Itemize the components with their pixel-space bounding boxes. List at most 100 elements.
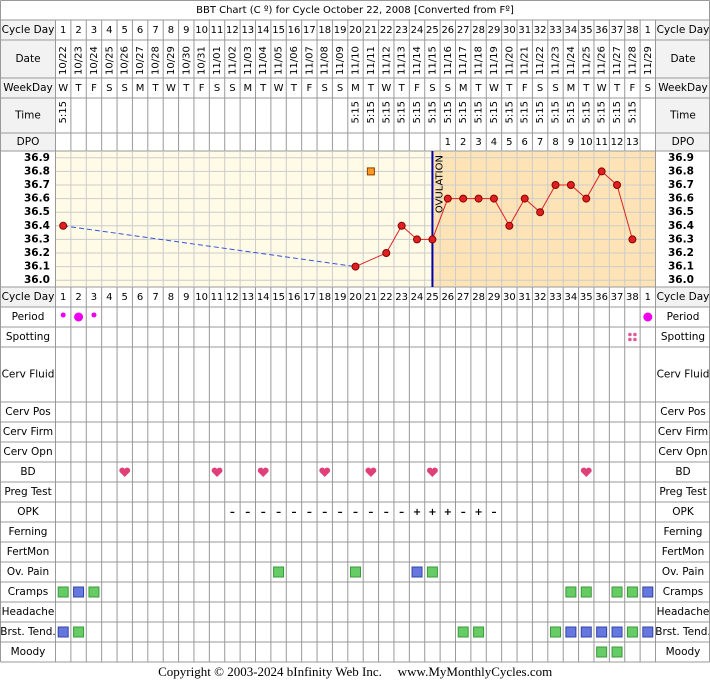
cd-label: 27 <box>457 25 470 36</box>
site-link: www.MyMonthlyCycles.com <box>398 664 552 679</box>
wd-label: F <box>199 83 205 94</box>
row-label: Spotting <box>661 331 705 343</box>
heart <box>211 467 223 477</box>
opk-mark: – <box>384 507 389 518</box>
cd-label: 30 <box>503 25 516 36</box>
temp-point <box>382 249 391 257</box>
date-label: 11/10 <box>351 46 362 75</box>
time-label: 5:15 <box>566 101 577 123</box>
time-label: 5:15 <box>381 101 392 123</box>
temp-point <box>582 194 591 203</box>
wd-label: M <box>567 83 576 94</box>
symptom-square <box>565 586 577 598</box>
wd-label: M <box>351 83 360 94</box>
row-label: Ov. Pain <box>7 566 49 578</box>
row-label: BD <box>675 466 690 478</box>
row-label: OPK <box>672 506 695 518</box>
dpo-label: 3 <box>475 137 481 148</box>
label-cell <box>0 133 56 151</box>
y-tick-label: 36.3 <box>668 233 694 245</box>
row-label: DPO <box>672 136 695 148</box>
y-tick-label: 36.2 <box>668 247 694 259</box>
temp-line <box>431 198 449 240</box>
row-label: BD <box>20 466 35 478</box>
cycle-day-label: 28 <box>472 292 485 303</box>
row-label: FertMon <box>7 546 50 558</box>
time-label: 5:15 <box>581 101 592 123</box>
temp-point <box>489 194 498 203</box>
cycle-day-label: 6 <box>137 292 143 303</box>
symptom-square <box>611 626 623 638</box>
y-tick-label: 36.4 <box>668 220 694 232</box>
symptom-square <box>57 626 69 638</box>
temp-line <box>585 171 603 199</box>
date-label: 10/28 <box>151 46 162 75</box>
time-label: 5:15 <box>612 101 623 123</box>
label-cell <box>0 78 56 98</box>
period-dot <box>60 312 66 318</box>
symptom-square <box>473 626 485 638</box>
wd-label: T <box>290 83 298 94</box>
wd-label: T <box>259 83 267 94</box>
cycle-day-label: 15 <box>272 292 285 303</box>
symptom-square <box>426 566 438 578</box>
spot-dot <box>628 332 632 337</box>
label-cell <box>0 20 56 40</box>
symptom-square <box>565 626 577 638</box>
temp-point <box>536 208 545 217</box>
cycle-day-label: 25 <box>426 292 439 303</box>
time-label: 5:15 <box>551 101 562 123</box>
symptom-square <box>73 626 85 638</box>
date-label: 11/24 <box>566 46 577 75</box>
wd-label: S <box>445 83 451 94</box>
cycle-day-label: 21 <box>365 292 378 303</box>
temp-point <box>628 235 637 244</box>
wd-label: S <box>214 83 220 94</box>
cycle-day-label: 7 <box>152 292 158 303</box>
cycle-day-label: 3 <box>91 292 97 303</box>
excluded-temp <box>366 167 375 176</box>
dpo-label: 11 <box>595 137 608 148</box>
temp-point <box>597 167 606 176</box>
row-label: Moody <box>11 646 46 658</box>
symptom-square <box>550 626 561 638</box>
cd-label: 1 <box>60 25 66 36</box>
temp-point <box>520 194 529 203</box>
row-label: Period <box>667 311 700 323</box>
dpo-label: 10 <box>580 137 593 148</box>
row-label: Cycle Day <box>657 291 710 303</box>
symptom-square <box>626 586 638 598</box>
label-cell <box>655 40 710 78</box>
cycle-day-label: 26 <box>441 292 454 303</box>
date-label: 11/03 <box>243 46 254 75</box>
cycle-day-label: 31 <box>518 292 531 303</box>
symptom-square <box>580 626 592 638</box>
wd-label: M <box>136 83 145 94</box>
wd-label: T <box>367 83 375 94</box>
y-tick-label: 36.5 <box>668 206 694 218</box>
symptom-square <box>57 586 69 598</box>
dpo-label: 4 <box>491 137 497 148</box>
cd-label: 37 <box>611 25 624 36</box>
cycle-day-label: 11 <box>211 292 224 303</box>
date-label: 11/11 <box>366 46 377 75</box>
date-label: 11/08 <box>320 46 331 75</box>
row-label: Cerv Fluid <box>657 369 710 381</box>
opk-mark: – <box>276 507 281 518</box>
time-label: 5:15 <box>58 101 69 123</box>
y-tick-label: 36.8 <box>24 165 50 177</box>
symptom-square <box>273 566 285 578</box>
opk-mark: – <box>461 507 466 518</box>
label-cell <box>0 287 56 307</box>
cycle-day-label: 37 <box>611 292 624 303</box>
date-label: 11/26 <box>597 46 608 75</box>
date-label: 11/09 <box>335 46 346 75</box>
y-tick-label: 36.8 <box>668 165 694 177</box>
y-tick-label: 36.5 <box>24 206 50 218</box>
time-label: 5:15 <box>458 101 469 123</box>
row-label: Cerv Firm <box>3 426 53 438</box>
time-label: 5:15 <box>489 101 500 123</box>
temp-point <box>459 194 468 203</box>
cycle-day-label: 24 <box>411 292 424 303</box>
